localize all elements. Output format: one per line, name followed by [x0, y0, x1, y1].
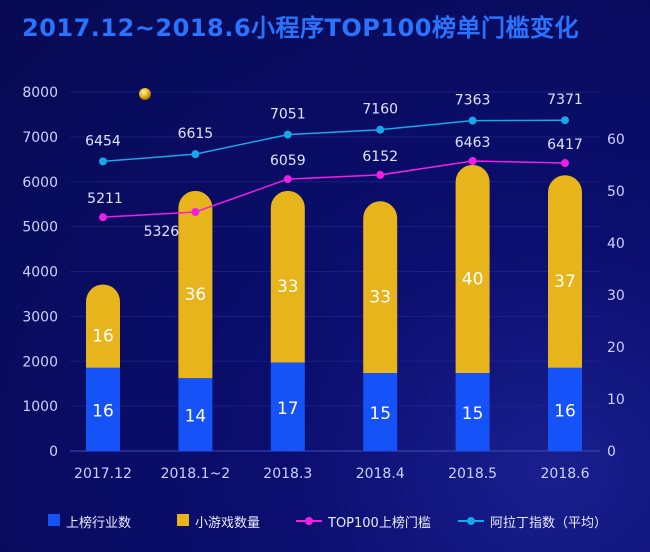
x-tick-label: 2017.12 [74, 466, 132, 482]
data-label-aladdin: 7363 [455, 93, 491, 109]
bar-label-industry: 14 [185, 407, 207, 427]
bar-label-games: 33 [277, 277, 299, 297]
bar-label-games: 40 [462, 269, 484, 289]
y-left-tick-label: 0 [49, 444, 58, 460]
legend-dot-threshold [305, 517, 313, 525]
y-left-tick-label: 8000 [22, 85, 58, 101]
point-threshold [283, 175, 292, 184]
y-right-tick-label: 0 [607, 444, 616, 460]
point-threshold [191, 207, 200, 216]
legend-dot-aladdin [467, 517, 475, 525]
point-threshold [376, 170, 385, 179]
bar-industry [86, 367, 120, 451]
bar-label-games: 37 [554, 272, 576, 292]
bar-label-industry: 15 [462, 404, 484, 424]
legend-swatch-games [177, 514, 189, 526]
data-label-threshold: 5326 [144, 224, 180, 240]
data-label-aladdin: 7051 [270, 107, 306, 123]
bar-label-industry: 16 [92, 401, 114, 421]
bar-games [178, 190, 213, 379]
y-left-tick-label: 3000 [22, 309, 58, 325]
point-aladdin [468, 116, 477, 125]
data-label-threshold: 6417 [547, 137, 583, 153]
y-right-tick-label: 20 [607, 340, 625, 356]
y-right-tick-label: 30 [607, 288, 625, 304]
data-label-aladdin: 7160 [362, 102, 398, 118]
bar-games [548, 175, 582, 368]
bar-label-industry: 15 [369, 404, 391, 424]
bar-games [455, 164, 490, 373]
line-aladdin [102, 119, 566, 163]
legend-label-industry: 上榜行业数 [66, 516, 132, 531]
x-tick-label: 2018.4 [356, 466, 405, 482]
bar-label-industry: 16 [554, 401, 576, 421]
chart-title: 2017.12~2018.6小程序TOP100榜单门槛变化 [22, 14, 579, 42]
y-right-tick-label: 60 [607, 132, 625, 148]
coin-icon [139, 88, 151, 100]
point-threshold [99, 213, 107, 222]
y-right-tick-label: 50 [607, 184, 625, 200]
data-label-threshold: 6059 [270, 153, 306, 169]
legend-label-aladdin: 阿拉丁指数（平均） [490, 516, 608, 531]
y-right-tick-label: 40 [607, 236, 625, 252]
data-label-threshold: 5211 [87, 191, 123, 207]
legend-label-games: 小游戏数量 [195, 516, 261, 531]
bar-games [86, 284, 120, 368]
line-threshold [102, 160, 566, 218]
bar-label-games: 36 [185, 285, 207, 305]
data-label-threshold: 6152 [362, 149, 398, 165]
bar-games [270, 190, 305, 363]
point-aladdin [376, 125, 385, 134]
combo-chart: 0 1000 2000 3000 4000 5000 6000 7000 8000 0 10 20 30… [22, 85, 625, 482]
y-left-tick-label: 1000 [22, 399, 58, 415]
bar-industry [270, 362, 305, 451]
y-left-tick-label: 2000 [22, 354, 58, 370]
y-left-tick-label: 7000 [22, 130, 58, 146]
x-tick-label: 2018.5 [448, 466, 497, 482]
legend-swatch-industry [48, 514, 60, 526]
legend: 上榜行业数 小游戏数量 TOP100上榜门槛 阿拉丁指数（平均） [0, 508, 650, 534]
data-label-aladdin: 6615 [178, 126, 214, 142]
bar-label-games: 33 [369, 288, 391, 308]
x-tick-label: 2018.3 [263, 466, 312, 482]
data-label-aladdin: 6454 [85, 133, 121, 149]
point-aladdin [99, 157, 107, 166]
point-threshold [561, 159, 569, 168]
y-left-tick-label: 5000 [22, 220, 58, 236]
x-tick-label: 2018.6 [541, 466, 590, 482]
legend-label-threshold: TOP100上榜门槛 [328, 516, 431, 531]
bar-games [363, 201, 398, 373]
y-right-tick-label: 10 [607, 392, 625, 408]
bar-industry [363, 372, 398, 451]
point-aladdin [561, 116, 569, 125]
y-left-tick-label: 4000 [22, 265, 58, 281]
bar-industry [178, 378, 213, 451]
x-tick-label: 2018.1~2 [161, 466, 231, 482]
y-left-tick-label: 6000 [22, 175, 58, 191]
point-threshold [468, 156, 477, 165]
bar-label-games: 16 [92, 327, 114, 347]
data-label-threshold: 6463 [455, 135, 491, 151]
bar-industry [455, 372, 490, 451]
bar-industry [548, 367, 582, 451]
data-label-aladdin: 7371 [547, 92, 583, 108]
point-aladdin [191, 150, 200, 159]
bar-label-industry: 17 [277, 399, 299, 419]
point-aladdin [283, 130, 292, 139]
